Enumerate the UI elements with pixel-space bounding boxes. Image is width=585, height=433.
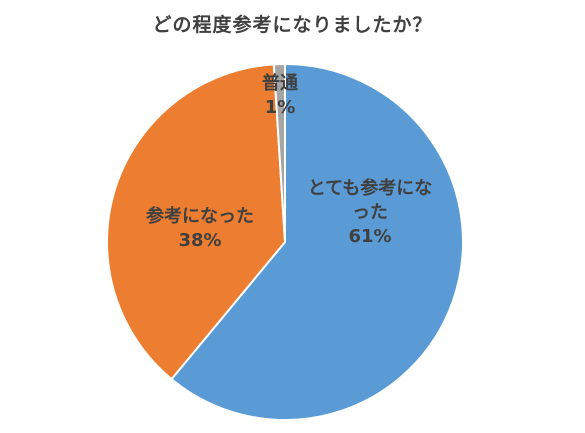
slice-category-label-2: 参考になった [146,205,254,227]
slice-value-label-1: 61% [348,226,391,247]
slice-category-label-1: った [352,202,388,223]
pie-slice-3 [272,62,286,243]
pie-slices [106,62,464,421]
slice-category-label-1: とても参考にな [308,177,433,199]
slice-category-label-3: 普通 [262,72,298,94]
pie-slice-1 [170,62,464,421]
chart-title: どの程度参考になりましたか？ [152,14,433,36]
slice-value-label-3: 1% [265,97,296,118]
slice-value-label-2: 38% [178,230,221,251]
pie-slice-2 [106,63,287,381]
